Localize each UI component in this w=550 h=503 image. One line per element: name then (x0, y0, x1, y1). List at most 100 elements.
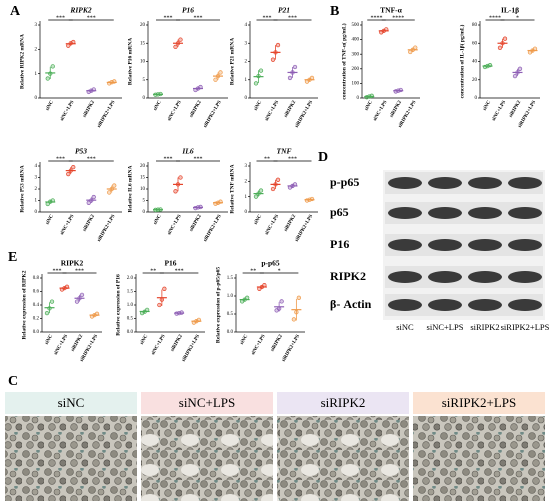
blot-lane-label: siRIPK2+LPS (501, 322, 550, 332)
blot-band (388, 177, 422, 189)
blot-band (468, 271, 502, 283)
blot-band (468, 239, 502, 251)
significance-label: **** (489, 15, 501, 21)
data-point (215, 73, 221, 79)
data-point (162, 286, 167, 291)
data-point (144, 307, 150, 313)
blot-row-label: RIPK2 (330, 269, 366, 283)
y-tick-label: 3 (35, 23, 38, 28)
chart-title: RIPK2 (69, 6, 92, 15)
y-tick-label: 15 (140, 176, 146, 181)
y-tick-label: 0.8 (33, 276, 40, 281)
y-axis-label: Relative expression of p-p65/p65 (215, 267, 221, 343)
x-tick-label: siNC (153, 100, 163, 112)
data-point (198, 84, 203, 90)
y-tick-label: 20 (140, 23, 146, 28)
blot-band (508, 271, 542, 283)
data-point (107, 190, 112, 195)
y-tick-label: 0 (143, 96, 146, 101)
data-point (47, 306, 52, 311)
data-point (218, 70, 223, 75)
y-tick-label: 0.5 (127, 317, 134, 322)
x-tick-label: siNC (240, 334, 250, 346)
blot-band (508, 299, 542, 311)
x-tick-label: siNC+LPS (373, 100, 389, 122)
chart-title: P16 (164, 259, 176, 268)
data-point (502, 36, 508, 41)
data-point (291, 317, 297, 322)
y-tick-label: 20 (140, 164, 146, 169)
data-point (244, 295, 250, 300)
data-point (44, 310, 50, 316)
blot-band (388, 299, 422, 311)
chart-title: p-p65 (261, 259, 280, 268)
y-axis-label: Relative P53 mRNA (19, 165, 25, 212)
y-tick-label: 2 (35, 187, 38, 192)
y-tick-label: 2 (245, 179, 248, 184)
data-point (275, 42, 281, 48)
chart-title: TNF (277, 147, 292, 156)
data-point (175, 41, 181, 46)
x-tick-label: siNC+LPS (492, 100, 508, 122)
data-point (294, 310, 299, 315)
y-tick-label: 4 (245, 23, 248, 28)
y-tick-label: 1.0 (127, 303, 134, 308)
x-tick-label: siRIPK2 (71, 334, 85, 353)
data-point (45, 76, 50, 81)
label-box (5, 392, 137, 414)
x-tick-label: siRIPK2+LPS (97, 214, 117, 243)
data-point (253, 194, 259, 199)
data-point (68, 168, 73, 173)
significance-label: *** (53, 268, 62, 274)
data-point (292, 64, 298, 70)
y-axis-label: Relative expression of RIPK2 (21, 270, 27, 339)
x-tick-label: siNC (254, 214, 264, 226)
significance-label: *** (87, 15, 96, 21)
y-axis-label: Relative TNF mRNA (229, 164, 235, 213)
chart-title: P21 (278, 6, 290, 15)
x-tick-label: siRIPK2+LPS (295, 214, 315, 243)
y-tick-label: 3 (35, 176, 38, 181)
micrograph-label: siNC+LPS (179, 395, 235, 410)
significance-label: * (278, 268, 281, 274)
data-point (276, 306, 282, 311)
data-point (270, 57, 276, 62)
x-tick-label: siRIPK2 (270, 334, 284, 353)
blot-row-label: p65 (330, 205, 349, 219)
x-tick-label: siNC (140, 334, 150, 346)
significance-label: *** (194, 15, 203, 21)
data-point (71, 164, 76, 170)
significance-label: *** (263, 15, 272, 21)
significance-label: *** (288, 15, 297, 21)
data-point (178, 37, 183, 42)
chart-title: P16 (182, 6, 194, 15)
significance-label: ** (264, 156, 270, 162)
y-tick-label: 2.0 (127, 276, 134, 281)
blot-strip (385, 294, 543, 316)
y-tick-label: 2 (35, 47, 38, 52)
data-point (512, 73, 518, 79)
y-tick-label: 0.2 (33, 317, 40, 322)
data-point (79, 292, 85, 298)
significance-label: *** (164, 156, 173, 162)
y-tick-label: 4 (35, 164, 38, 169)
x-tick-label: siNC (153, 214, 163, 226)
data-point (109, 186, 114, 192)
data-point (309, 196, 315, 202)
micrograph-label: siRIPK2+LPS (442, 395, 517, 410)
data-point (173, 189, 178, 194)
data-point (270, 186, 276, 192)
y-tick-label: 0 (475, 96, 478, 101)
data-point (49, 299, 55, 304)
data-point (532, 46, 538, 51)
x-tick-label: siRIPK2 (389, 100, 403, 119)
chart-title: TNF-α (380, 6, 402, 15)
blot-lane-label: siNC (396, 322, 414, 332)
significance-label: *** (87, 156, 96, 162)
data-point (64, 284, 70, 289)
x-tick-label: siNC+LPS (54, 334, 70, 356)
significance-label: *** (75, 268, 84, 274)
y-tick-label: 5 (143, 78, 146, 83)
y-tick-label: 2 (245, 60, 248, 65)
x-tick-label: siNC+LPS (151, 334, 167, 356)
